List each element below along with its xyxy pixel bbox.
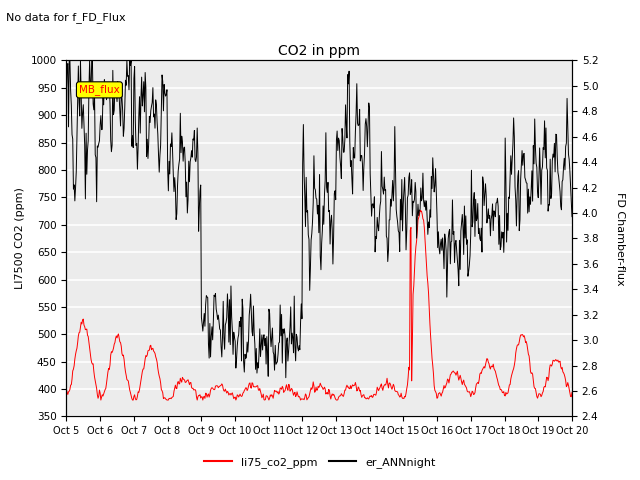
Text: No data for f_FD_Flux: No data for f_FD_Flux <box>6 12 126 23</box>
Y-axis label: LI7500 CO2 (ppm): LI7500 CO2 (ppm) <box>15 188 25 289</box>
Text: MB_flux: MB_flux <box>79 84 120 96</box>
Legend: li75_co2_ppm, er_ANNnight: li75_co2_ppm, er_ANNnight <box>200 452 440 472</box>
Y-axis label: FD Chamber-flux: FD Chamber-flux <box>615 192 625 285</box>
Title: CO2 in ppm: CO2 in ppm <box>278 44 360 58</box>
